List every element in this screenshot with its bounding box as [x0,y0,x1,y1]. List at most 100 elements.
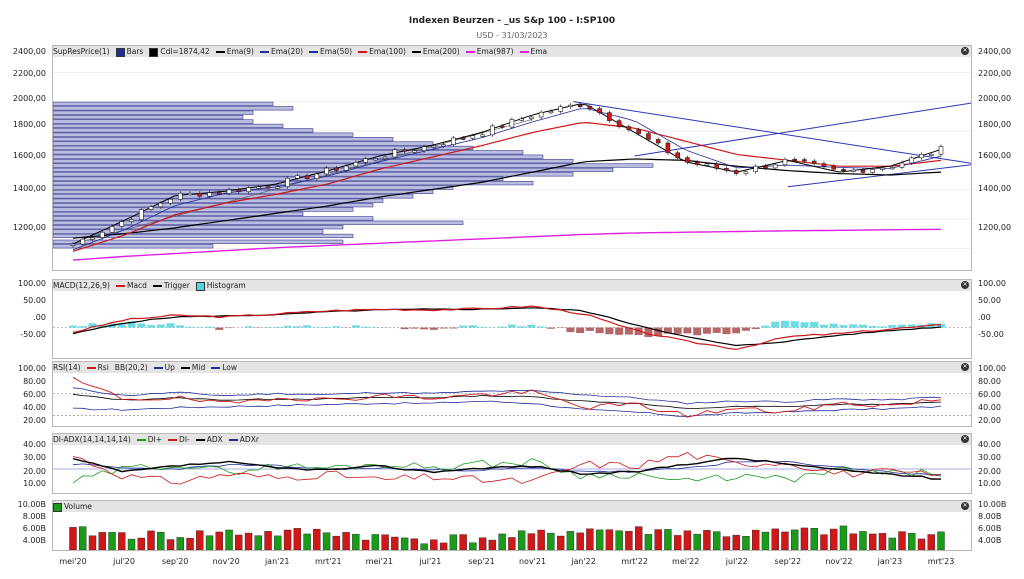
y-tick-label: 50.00 [23,296,46,305]
volume-bar [654,529,662,550]
histogram-bar [322,326,331,328]
di-minus-line [72,452,942,485]
adx-panel: DI-ADX(14,14,14,14) DI+ DI- ADX ADXr ✕ [52,433,972,494]
volume-bar [322,532,331,550]
legend-label: BB(20,2) [114,363,148,372]
histogram-bar [410,327,419,329]
profile-bar [53,194,414,199]
histogram-bar [858,324,867,328]
volume-bar [547,532,555,550]
candle [821,163,827,167]
histogram-bar [576,327,585,333]
histogram-bar [868,326,877,328]
candle [236,189,242,192]
y-tick-label: 1600,00 [12,151,46,160]
candle [187,192,193,196]
legend-swatch [168,439,178,441]
volume-bar [800,527,809,550]
close-icon[interactable]: ✕ [961,502,969,510]
candle [343,165,349,171]
candle [743,171,749,174]
candle [519,118,524,121]
volume-bar [69,527,77,550]
legend-item: Up [153,362,175,373]
histogram-bar [215,327,224,330]
close-icon[interactable]: ✕ [961,47,969,55]
candle [607,112,612,121]
legend-item: Ema(9) [215,46,254,57]
legend-item: Ema(20) [259,46,303,57]
volume-bar [264,531,272,550]
legend-label: Ema [530,47,548,56]
candle [314,173,320,179]
macd-legend: MACD(12,26,9) Macd Trigger Histogram [53,280,971,291]
candle [753,165,758,173]
profile-bar [53,101,274,107]
histogram-bar [546,327,555,329]
volume-bar [371,534,380,550]
profile-bar [53,198,384,203]
y-tick-label: 80.00 [978,377,1001,386]
volume-plot [69,525,945,550]
volume-bar [517,530,526,550]
macd-line [72,305,942,351]
candle [763,165,768,169]
candle [919,153,924,159]
volume-bar [849,533,857,550]
candle [499,125,505,128]
price-plot [53,71,971,261]
legend-label: Mid [191,363,206,372]
candle [646,133,651,140]
close-icon[interactable]: ✕ [961,363,969,371]
rsi-plot [53,376,971,418]
volume-bar [566,531,575,550]
histogram-bar [273,326,282,328]
profile-bar [53,233,354,239]
y-tick-label: 50.00 [978,296,1001,305]
volume-bar [293,528,302,550]
volume-bar [878,533,887,550]
legend-label: ADX [206,435,223,444]
di-plus-line [72,458,942,484]
histogram-bar [897,324,906,328]
profile-bar [53,220,464,225]
histogram-bar [663,327,672,334]
legend-item: Volume [53,501,92,512]
histogram-bar [449,327,458,329]
legend-label: SupResPrice(1) [53,47,110,56]
volume-bar [820,534,828,550]
profile-bar [53,106,294,111]
volume-bar [898,531,906,550]
volume-bar [556,535,565,550]
y-tick-label: 40.00 [978,403,1001,412]
histogram-bar [566,327,575,333]
volume-bar [439,542,448,550]
histogram-bar [771,321,780,328]
volume-bar [908,533,916,550]
histogram-bar [751,327,760,330]
volume-bar [527,533,536,550]
legend-swatch [309,51,319,53]
histogram-bar [605,327,614,335]
candle [704,163,710,166]
y-tick-label: 2200,00 [978,69,1012,78]
y-tick-label: 2200,00 [12,69,46,78]
price-legend: SupResPrice(1) Bars Cdl=1874,42 Ema(9) Ema(2… [53,46,971,57]
close-icon[interactable]: ✕ [961,281,969,289]
histogram-bar [810,321,819,328]
close-icon[interactable]: ✕ [961,435,969,443]
legend-item: Ema(200) [411,46,460,57]
volume-bar [176,537,184,550]
legend-item: Mid [180,362,206,373]
y-tick-label: 20.00 [978,416,1001,425]
volume-bar [595,529,604,550]
volume-bar [137,537,145,550]
legend-item: DI- [168,434,190,445]
candle [441,144,446,147]
histogram-bar [741,327,750,331]
volume-bar [361,539,370,550]
candle [577,104,583,107]
legend-swatch [115,47,125,57]
histogram-bar [468,325,477,328]
y-tick-label: 4.00B [978,536,1002,545]
